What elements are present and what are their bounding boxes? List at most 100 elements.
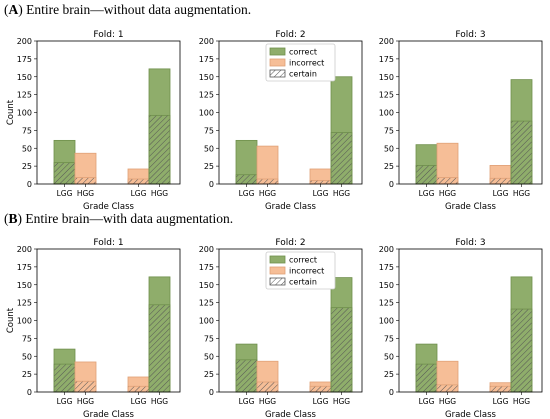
bar-certain (148, 304, 171, 393)
y-tick-label: 150 (17, 281, 32, 290)
y-tick-label: 150 (199, 73, 214, 82)
x-tick-label: LGG (57, 189, 73, 198)
bar-certain (127, 385, 150, 393)
bar-certain (415, 165, 438, 185)
chart-panel: Fold: 1 LGG HGG LGG HGG 0 25 50 75 100 125 150 175 20… (6, 238, 181, 419)
row-title-b: (B) Entire brain—with data augmentation. (4, 211, 234, 226)
legend-label-incorrect: incorrect (289, 59, 324, 68)
y-tick-label: 0 (209, 180, 214, 189)
y-tick-label: 75 (22, 334, 32, 343)
x-tick-label: LGG (57, 397, 73, 406)
bar-certain (74, 380, 97, 393)
bar-certain (256, 178, 279, 185)
y-tick-label: 200 (17, 37, 32, 46)
x-tick-label: HGG (259, 397, 276, 406)
y-tick-label: 50 (22, 352, 32, 361)
legend-label-correct: correct (289, 256, 317, 265)
x-axis-label: Grade Class (445, 410, 497, 419)
y-tick-label: 200 (379, 245, 394, 254)
chart-panel: Fold: 1 LGG HGG LGG HGG 0 25 50 75 100 125 150 175 20… (6, 30, 181, 212)
legend-label-correct: correct (289, 48, 317, 57)
x-tick-label: LGG (131, 189, 147, 198)
y-tick-label: 200 (199, 245, 214, 254)
y-tick-label: 75 (22, 126, 32, 135)
x-axis-label: Grade Class (445, 202, 497, 212)
bar-certain (436, 177, 459, 185)
legend-swatch-certain (269, 277, 286, 286)
y-tick-label: 75 (384, 334, 394, 343)
bar-certain (235, 174, 258, 185)
y-tick-label: 125 (17, 299, 32, 308)
y-tick-label: 75 (204, 334, 214, 343)
bar-certain (235, 359, 258, 393)
y-tick-label: 50 (204, 352, 214, 361)
y-tick-label: 175 (17, 263, 32, 272)
y-tick-label: 50 (22, 144, 32, 153)
legend-swatch-correct (269, 255, 286, 264)
chart-title: Fold: 1 (93, 30, 123, 40)
x-tick-label: HGG (439, 397, 456, 406)
y-tick-label: 125 (379, 91, 394, 100)
x-tick-label: LGG (313, 397, 329, 406)
y-tick-label: 200 (379, 37, 394, 46)
y-tick-label: 150 (17, 73, 32, 82)
bar-certain (53, 363, 76, 393)
y-tick-label: 175 (379, 55, 394, 64)
x-tick-label: LGG (419, 189, 435, 198)
y-tick-label: 0 (209, 388, 214, 397)
legend-label-certain: certain (289, 70, 317, 79)
y-tick-label: 25 (22, 162, 32, 171)
legend-swatch-incorrect (269, 266, 286, 275)
x-tick-label: LGG (419, 397, 435, 406)
x-tick-label: LGG (239, 189, 255, 198)
y-tick-label: 75 (204, 126, 214, 135)
y-tick-label: 25 (384, 370, 394, 379)
x-tick-label: HGG (439, 189, 456, 198)
y-tick-label: 125 (17, 91, 32, 100)
bar-certain (489, 177, 512, 185)
chart-title: Fold: 3 (455, 30, 485, 40)
bar-certain (148, 114, 171, 185)
bar-certain (256, 381, 279, 393)
row-title-a: (A) Entire brain—without data augmentati… (4, 2, 252, 17)
y-tick-label: 25 (204, 162, 214, 171)
bar-total (256, 145, 279, 185)
y-tick-label: 25 (22, 370, 32, 379)
chart-title: Fold: 3 (455, 238, 485, 248)
x-tick-label: HGG (513, 189, 530, 198)
y-tick-label: 100 (17, 109, 32, 118)
y-tick-label: 150 (379, 73, 394, 82)
x-tick-label: LGG (493, 189, 509, 198)
y-tick-label: 50 (384, 352, 394, 361)
x-tick-label: HGG (77, 397, 94, 406)
x-axis-label: Grade Class (83, 410, 135, 419)
chart-panel: Fold: 3 LGG HGG LGG HGG 0 25 50 75 100 125 150 175 20… (379, 30, 543, 212)
y-tick-label: 0 (27, 180, 32, 189)
chart-title: Fold: 2 (275, 30, 305, 40)
y-tick-label: 200 (199, 37, 214, 46)
y-tick-label: 150 (199, 281, 214, 290)
bar-certain (309, 385, 332, 393)
y-tick-label: 125 (199, 91, 214, 100)
y-tick-label: 125 (199, 299, 214, 308)
legend-swatch-certain (269, 69, 286, 78)
y-tick-label: 175 (17, 55, 32, 64)
bar-certain (510, 308, 533, 393)
x-tick-label: LGG (131, 397, 147, 406)
y-tick-label: 0 (27, 388, 32, 397)
bar-certain (510, 120, 533, 185)
legend-label-incorrect: incorrect (289, 267, 324, 276)
x-tick-label: HGG (513, 397, 530, 406)
y-tick-label: 100 (199, 317, 214, 326)
x-tick-label: LGG (313, 189, 329, 198)
x-tick-label: HGG (259, 189, 276, 198)
y-tick-label: 200 (17, 245, 32, 254)
bar-certain (127, 178, 150, 185)
bar-certain (330, 132, 353, 185)
y-tick-label: 150 (379, 281, 394, 290)
y-tick-label: 0 (389, 388, 394, 397)
bar-certain (309, 180, 332, 185)
x-tick-label: HGG (77, 189, 94, 198)
x-axis-label: Grade Class (265, 202, 317, 212)
